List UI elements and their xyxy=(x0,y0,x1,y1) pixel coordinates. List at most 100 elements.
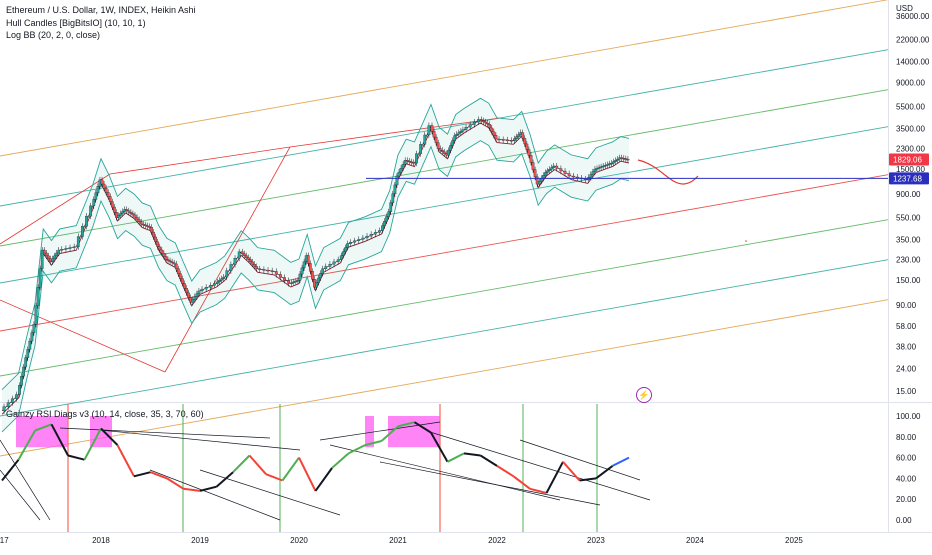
candle-bull xyxy=(193,296,197,300)
candle-bull xyxy=(332,261,336,265)
candle-bull xyxy=(427,125,431,136)
rsi-line-segment xyxy=(447,452,465,463)
candle-bull xyxy=(298,273,302,281)
candle-bull xyxy=(319,273,322,279)
price-axis-label: 350.00 xyxy=(896,235,921,244)
rsi-trend-line xyxy=(0,439,51,521)
candle-bear xyxy=(146,225,149,227)
candle-bull xyxy=(353,240,357,243)
candle-bear xyxy=(531,162,535,170)
time-axis-label: 2019 xyxy=(191,536,209,545)
candle-bear xyxy=(102,183,106,189)
candle-bear xyxy=(106,192,110,197)
candle-bull xyxy=(328,264,332,267)
rsi-axis-label: 100.00 xyxy=(896,412,921,421)
candle-bull xyxy=(6,402,10,407)
candle-bear xyxy=(133,214,137,218)
rsi-line-segment xyxy=(562,461,581,482)
candle-bear xyxy=(266,269,270,272)
candle-bear xyxy=(497,138,501,141)
candle-bull xyxy=(26,349,30,358)
candle-bear xyxy=(523,138,527,145)
candle-bull xyxy=(391,193,395,203)
candle-bull xyxy=(464,126,468,130)
rsi-axis-label: 0.00 xyxy=(896,516,912,525)
candle-bull xyxy=(601,165,605,168)
candle-bear xyxy=(311,271,314,280)
rsi-trend-line xyxy=(0,469,41,521)
candle-bear xyxy=(563,170,567,174)
price-axis-label: 58.00 xyxy=(896,322,917,331)
candle-bear xyxy=(179,273,182,279)
candle-bear xyxy=(480,119,483,121)
rsi-trend-line xyxy=(379,461,601,506)
candle-bull xyxy=(119,213,122,216)
candle-bull xyxy=(57,249,61,254)
rsi-indicator-title[interactable]: Gainzy RSI Diags v3 (10, 14, close, 35, … xyxy=(6,409,204,419)
rsi-line-segment xyxy=(298,457,317,492)
candle-bear xyxy=(436,142,440,149)
candle-bull xyxy=(457,132,461,135)
rsi-line-segment xyxy=(529,487,547,494)
candle-bear xyxy=(529,155,533,163)
candle-bull xyxy=(341,251,345,256)
rsi-line-segment xyxy=(265,473,283,482)
candle-bull xyxy=(336,259,340,263)
time-axis-label: 2024 xyxy=(686,536,704,545)
rsi-trend-line xyxy=(429,431,651,501)
candle-bull xyxy=(610,162,613,165)
candle-bull xyxy=(237,251,241,259)
candle-bull xyxy=(399,168,403,173)
candle-bear xyxy=(486,122,490,125)
rsi-line-segment xyxy=(281,457,300,482)
candle-bear xyxy=(533,169,537,178)
candle-bear xyxy=(125,209,129,211)
chart-title: Ethereum / U.S. Dollar, 1W, INDEX, Heiki… xyxy=(6,5,196,15)
candle-bull xyxy=(38,268,42,288)
candle-bear xyxy=(432,131,436,138)
candle-bull xyxy=(20,376,23,386)
rsi-trend-line xyxy=(519,439,641,481)
price-axis-label: 550.00 xyxy=(896,214,921,223)
candle-bull xyxy=(344,247,347,252)
candle-bear xyxy=(571,175,575,178)
candle-bull xyxy=(18,385,21,395)
marker-dot xyxy=(745,240,747,242)
candle-bull xyxy=(395,175,399,186)
candle-bear xyxy=(510,140,513,142)
candle-bear xyxy=(137,219,141,222)
candle-bear xyxy=(274,271,278,275)
rsi-line-segment xyxy=(215,471,234,488)
rsi-axis-label: 40.00 xyxy=(896,474,917,483)
candle-bull xyxy=(537,181,541,185)
rsi-trend-line xyxy=(99,429,301,451)
candle-bull xyxy=(96,186,100,194)
rsi-axis-label: 80.00 xyxy=(896,433,917,442)
candle-bear xyxy=(139,221,143,225)
candle-bear xyxy=(258,268,262,270)
candle-bear xyxy=(505,139,509,142)
candle-bull xyxy=(208,285,212,288)
rsi-line-segment xyxy=(545,461,564,494)
candle-bear xyxy=(100,179,104,185)
candle-bear xyxy=(443,151,446,154)
candle-bull xyxy=(197,290,201,294)
time-axis-label: 2021 xyxy=(389,536,407,545)
lightning-icon[interactable]: ⚡ xyxy=(636,387,652,403)
indicator-log-bb[interactable]: Log BB (20, 2, 0, close) xyxy=(6,30,101,40)
candle-bear xyxy=(108,196,112,202)
indicator-hull-candles[interactable]: Hull Candles [BigBitsIO] (10, 10, 1) xyxy=(6,18,146,28)
price-axis-label: 9000.00 xyxy=(896,79,925,88)
price-axis-label: 90.00 xyxy=(896,301,917,310)
candle-bear xyxy=(158,246,162,251)
channel-line xyxy=(0,49,889,207)
rsi-line-segment xyxy=(50,423,69,456)
candle-bear xyxy=(251,261,254,265)
candle-bear xyxy=(181,278,184,284)
candle-bull xyxy=(614,160,617,162)
bb-upper xyxy=(1,97,630,390)
candle-bear xyxy=(170,261,174,264)
channel-line xyxy=(0,0,889,157)
candle-bear xyxy=(430,125,434,132)
